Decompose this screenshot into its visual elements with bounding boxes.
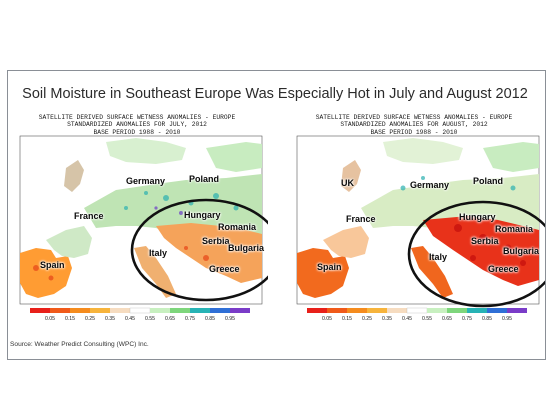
slide-title: Soil Moisture in Southeast Europe Was Es… (22, 86, 528, 102)
cb-tick: 0.75 (462, 316, 472, 322)
cb-tick: 0.25 (362, 316, 372, 322)
cb-tick: 0.95 (502, 316, 512, 322)
label-italy: Italy (429, 252, 448, 262)
map-header-line3: BASE PERIOD 1988 - 2010 (93, 128, 181, 136)
cb-tick: 0.65 (165, 316, 175, 322)
label-italy: Italy (149, 248, 168, 258)
label-poland: Poland (189, 174, 220, 184)
label-germany: Germany (126, 176, 166, 186)
label-uk: UK (341, 178, 354, 188)
cb-tick: 0.35 (105, 316, 115, 322)
label-serbia: Serbia (202, 236, 230, 246)
cb-tick: 0.95 (225, 316, 235, 322)
label-hungary: Hungary (459, 212, 496, 222)
highlight-ellipse (407, 200, 545, 308)
cb-tick: 0.55 (422, 316, 432, 322)
label-hungary: Hungary (184, 210, 221, 220)
cb-tick: 0.45 (402, 316, 412, 322)
label-france: France (346, 214, 376, 224)
cb-tick: 0.55 (145, 316, 155, 322)
map-header-line3: BASE PERIOD 1988 - 2010 (370, 128, 458, 136)
cb-tick: 0.15 (342, 316, 352, 322)
map-panel-july: SATELLITE DERIVED SURFACE WETNESS ANOMAL… (6, 108, 268, 340)
map-panel-august: SATELLITE DERIVED SURFACE WETNESS ANOMAL… (283, 108, 545, 340)
label-romania: Romania (495, 224, 534, 234)
cb-tick: 0.05 (322, 316, 332, 322)
label-greece: Greece (488, 264, 519, 274)
label-romania: Romania (218, 222, 257, 232)
label-bulgaria: Bulgaria (228, 243, 265, 253)
map-header-line1: SATELLITE DERIVED SURFACE WETNESS ANOMAL… (38, 114, 236, 121)
label-france: France (74, 211, 104, 221)
cb-tick: 0.85 (205, 316, 215, 322)
cb-tick: 0.85 (482, 316, 492, 322)
colorbar (307, 307, 527, 314)
colorbar (30, 307, 250, 314)
label-germany: Germany (410, 180, 450, 190)
cb-tick: 0.65 (442, 316, 452, 322)
cb-tick: 0.75 (185, 316, 195, 322)
map-august: 0.05 0.15 0.25 0.35 0.45 0.55 0.65 0.75 … (296, 135, 545, 322)
label-spain: Spain (317, 262, 342, 272)
label-greece: Greece (209, 264, 240, 274)
label-bulgaria: Bulgaria (503, 246, 540, 256)
cb-tick: 0.15 (65, 316, 75, 322)
cb-tick: 0.35 (382, 316, 392, 322)
label-poland: Poland (473, 176, 504, 186)
label-serbia: Serbia (471, 236, 499, 246)
cb-tick: 0.45 (125, 316, 135, 322)
map-header-line2: STANDARDIZED ANOMALIES FOR AUGUST, 2012 (340, 121, 488, 129)
map-header-line2: STANDARDIZED ANOMALIES FOR JULY, 2012 (67, 121, 207, 129)
source-credit: Source: Weather Predict Consulting (WPC)… (10, 341, 149, 348)
highlight-ellipse (130, 198, 268, 302)
label-spain: Spain (40, 260, 65, 270)
cb-tick: 0.25 (85, 316, 95, 322)
cb-tick: 0.05 (45, 316, 55, 322)
map-header-line1: SATELLITE DERIVED SURFACE WETNESS ANOMAL… (315, 114, 513, 121)
map-july: 0.05 0.15 0.25 0.35 0.45 0.55 0.65 0.75 … (19, 135, 268, 322)
